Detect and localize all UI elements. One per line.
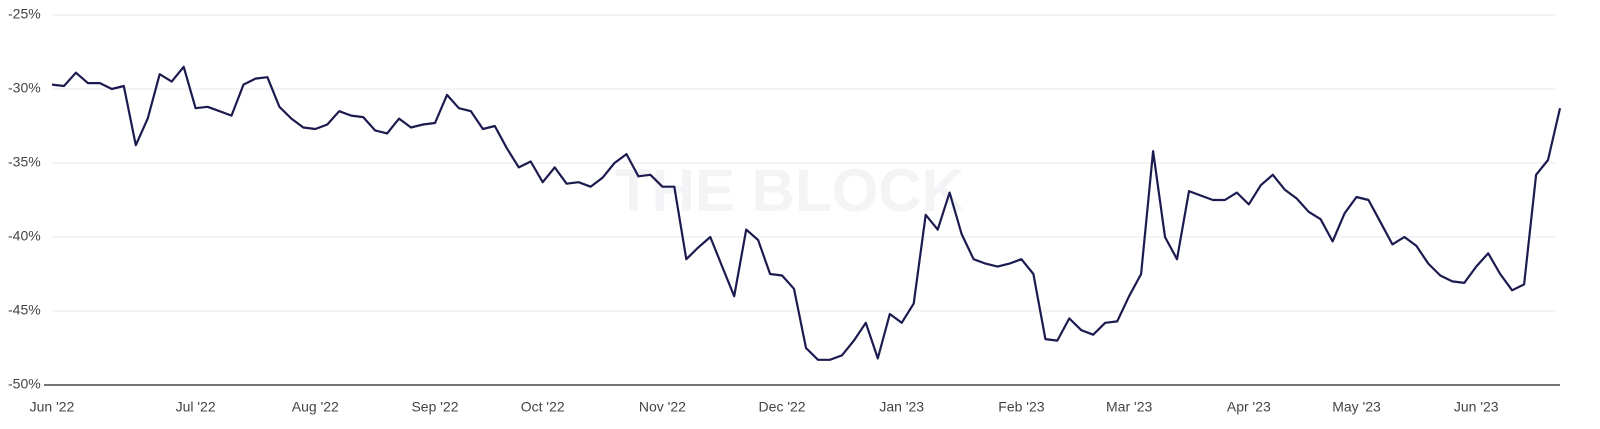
x-tick-label: Oct '22 [521,399,565,415]
y-tick-label: -40% [8,228,41,244]
y-tick-label: -35% [8,154,41,170]
x-tick-label: Jan '23 [879,399,924,415]
x-tick-label: Mar '23 [1106,399,1152,415]
y-tick-label: -50% [8,376,41,392]
x-tick-label: Apr '23 [1227,399,1271,415]
line [51,65,1562,361]
x-tick-label: May '23 [1332,399,1381,415]
x-tick-label: Jun '22 [30,399,75,415]
y-tick-label: -45% [8,302,41,318]
x-tick-label: Nov '22 [639,399,686,415]
x-tick-label: Jun '23 [1454,399,1499,415]
y-tick-label: -30% [8,80,41,96]
x-tick-label: Aug '22 [292,399,339,415]
watermark: THE BLOCK [615,157,965,224]
x-tick-label: Dec '22 [759,399,806,415]
x-tick-label: Jul '22 [176,399,216,415]
y-tick-label: -25% [8,6,41,22]
x-tick-label: Sep '22 [411,399,458,415]
x-tick-label: Feb '23 [998,399,1044,415]
